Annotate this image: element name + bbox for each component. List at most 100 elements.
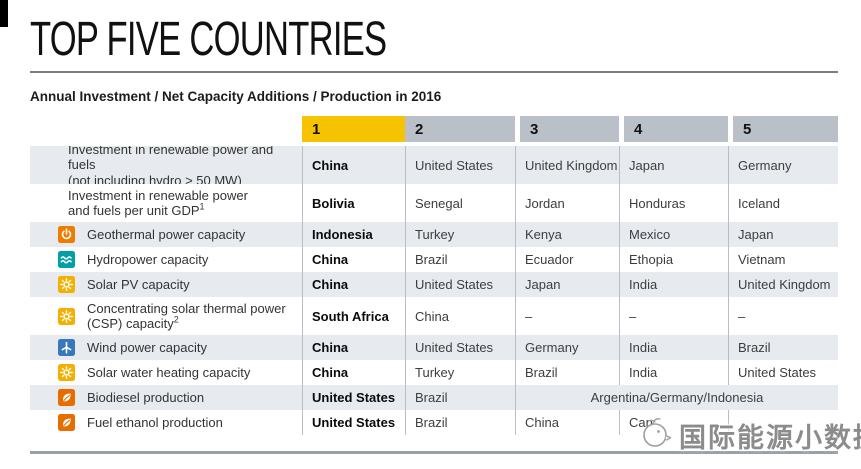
row-label-line: Fuel ethanol production	[87, 415, 223, 431]
country-cell: Ecuador	[515, 247, 619, 272]
bird-logo-icon	[638, 414, 674, 457]
row-label-line: (CSP) capacity2	[87, 314, 286, 332]
row-label-text: Solar PV capacity	[87, 276, 190, 292]
row-label-text: (CSP) capacity	[87, 316, 174, 331]
country-cell: China	[302, 335, 405, 360]
table-row: Investment in renewable power and fuels(…	[30, 146, 838, 184]
row-label: Hydropower capacity	[30, 247, 302, 272]
footnote-marker: 2	[173, 314, 179, 325]
country-cell: Japan	[515, 272, 619, 297]
page-subtitle: Annual Investment / Net Capacity Additio…	[30, 89, 442, 104]
solar-icon	[58, 276, 75, 293]
country-cell: United States	[405, 272, 515, 297]
country-cell: Brazil	[405, 247, 515, 272]
country-cell: Turkey	[405, 360, 515, 385]
geothermal-icon	[58, 226, 75, 243]
row-label: Solar PV capacity	[30, 272, 302, 297]
rank-header-row: 1 2 3 4 5	[30, 116, 838, 142]
country-cell: Brazil	[728, 335, 838, 360]
rank-header-spacer	[30, 116, 302, 142]
bottom-divider	[30, 451, 838, 454]
row-label-line: Wind power capacity	[87, 340, 207, 356]
country-cell: Brazil	[405, 410, 515, 435]
country-cell: India	[619, 272, 728, 297]
row-label-line: Geothermal power capacity	[87, 227, 245, 243]
row-label-text: and fuels per unit GDP	[68, 203, 200, 218]
country-cell: India	[619, 360, 728, 385]
table-row: Fuel ethanol production United States Braz…	[30, 410, 838, 435]
row-label-text: Biodiesel production	[87, 389, 205, 405]
country-cell: Vietnam	[728, 247, 838, 272]
country-cell: Mexico	[619, 222, 728, 247]
row-label-line: (not including hydro > 50 MW)	[68, 173, 302, 184]
rank-header-4: 4	[619, 116, 728, 142]
country-cell: Brazil	[515, 360, 619, 385]
row-label-text: Investment in renewable power and fuels	[68, 146, 274, 173]
country-cell: Japan	[728, 222, 838, 247]
table-row: Solar PV capacity China United States Japan…	[30, 272, 838, 297]
row-label: Wind power capacity	[30, 335, 302, 360]
table-row: Solar water heating capacity China Turkey B…	[30, 360, 838, 385]
row-label-line: Investment in renewable power and fuels	[68, 146, 302, 173]
country-cell: Kenya	[515, 222, 619, 247]
rank-header-5: 5	[728, 116, 838, 142]
country-cell: –	[515, 297, 619, 335]
table-body: Investment in renewable power and fuels(…	[30, 146, 838, 435]
country-cell: Brazil	[405, 385, 515, 410]
country-cell: United States	[405, 335, 515, 360]
country-cell: China	[302, 247, 405, 272]
table-row: Wind power capacity China United States Ger…	[30, 335, 838, 360]
country-cell: Turkey	[405, 222, 515, 247]
country-cell: Germany	[728, 146, 838, 184]
row-label-text: Geothermal power capacity	[87, 226, 246, 242]
row-label-text: Fuel ethanol production	[87, 414, 223, 430]
row-label: Concentrating solar thermal power (CSP) c…	[30, 297, 302, 335]
country-cell: Senegal	[405, 184, 515, 222]
table-row: Hydropower capacity China Brazil Ecuador Eth…	[30, 247, 838, 272]
country-cell: United Kingdom	[515, 146, 619, 184]
country-cell: –	[619, 297, 728, 335]
row-label-line: Biodiesel production	[87, 390, 204, 406]
country-cell: United Kingdom	[728, 272, 838, 297]
page-title: TOP FIVE COUNTRIES	[30, 13, 387, 66]
country-cell: China	[302, 360, 405, 385]
row-label: Fuel ethanol production	[30, 410, 302, 435]
country-cell: Iceland	[728, 184, 838, 222]
biofuel-icon	[58, 414, 75, 431]
country-cell: China	[405, 297, 515, 335]
page-corner-mark	[0, 0, 8, 27]
row-label-line: Concentrating solar thermal power	[87, 301, 286, 317]
row-label-line: Hydropower capacity	[87, 252, 208, 268]
row-label: Investment in renewable power and fuels(…	[30, 146, 302, 184]
hydropower-icon	[58, 251, 75, 268]
country-cell: United States	[302, 410, 405, 435]
rank-header-3: 3	[515, 116, 619, 142]
row-label-text: Hydropower capacity	[87, 251, 209, 267]
table-row: Investment in renewable power and fuels p…	[30, 184, 838, 222]
row-label-line: Solar PV capacity	[87, 277, 190, 293]
country-cell: United States	[728, 360, 838, 385]
biofuel-icon	[58, 389, 75, 406]
solar-icon	[58, 364, 75, 381]
row-label: Solar water heating capacity	[30, 360, 302, 385]
country-cell: –	[728, 297, 838, 335]
country-cell: Indonesia	[302, 222, 405, 247]
row-label-line: Solar water heating capacity	[87, 365, 250, 381]
rank-header-1: 1	[302, 116, 405, 142]
merged-country-cell: Argentina/Germany/Indonesia	[515, 385, 838, 410]
country-cell: Ethopia	[619, 247, 728, 272]
watermark: 国际能源小数据	[638, 414, 861, 457]
country-cell	[728, 410, 838, 435]
row-label-text: Investment in renewable power	[68, 187, 248, 203]
country-cell: Germany	[515, 335, 619, 360]
watermark-text: 国际能源小数据	[679, 423, 861, 453]
country-cell: Can	[619, 410, 728, 435]
country-cell: United States	[302, 385, 405, 410]
country-cell: China	[302, 272, 405, 297]
row-label: Geothermal power capacity	[30, 222, 302, 247]
country-cell: India	[619, 335, 728, 360]
country-cell: China	[302, 146, 405, 184]
row-label-line: and fuels per unit GDP1	[68, 201, 248, 219]
footnote-marker: 1	[199, 201, 205, 212]
